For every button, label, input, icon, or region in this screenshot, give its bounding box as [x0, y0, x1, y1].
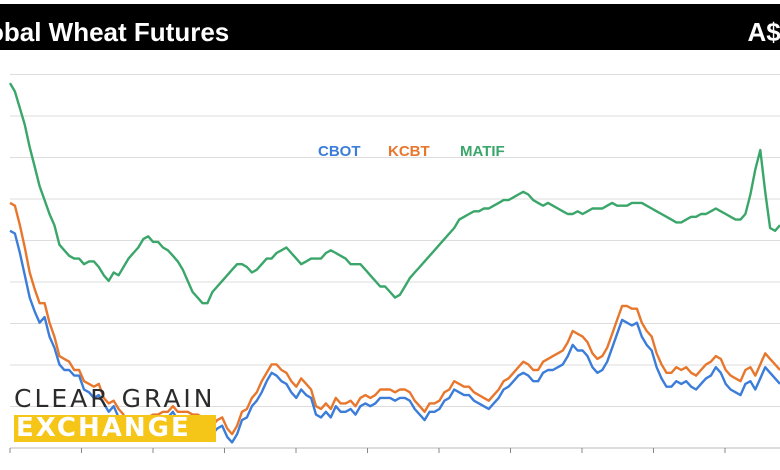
chart-title: obal Wheat Futures [0, 17, 230, 47]
series-line-matif [8, 82, 780, 305]
logo-line1: CLEAR GRAIN [14, 384, 216, 413]
legend-matif: MATIF [460, 143, 505, 160]
legend-kcbt: KCBT [388, 143, 430, 160]
gridlines [10, 74, 780, 449]
x-axis-ticks [9, 448, 726, 453]
unit-label: A$/ [747, 17, 780, 47]
clear-grain-exchange-logo: CLEAR GRAIN EXCHANGE [14, 386, 216, 442]
title-bar: obal Wheat Futures A$/ [0, 4, 780, 50]
logo-line2: EXCHANGE [14, 415, 216, 442]
legend: CBOT KCBT MATIF [318, 143, 505, 160]
legend-cbot: CBOT [318, 143, 361, 160]
